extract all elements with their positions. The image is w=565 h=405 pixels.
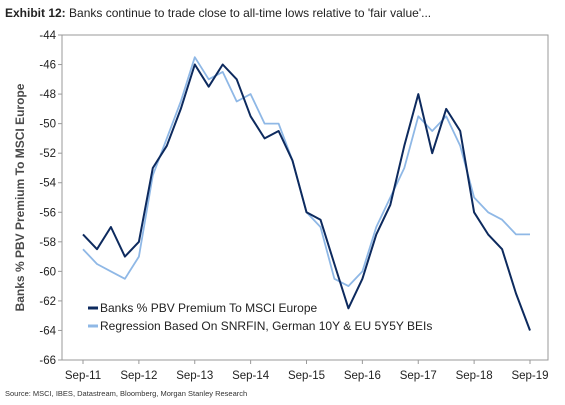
series-line-regression (82, 56, 530, 287)
y-tick-label: -48 (39, 89, 56, 101)
y-tick-label: -66 (39, 355, 56, 367)
x-tick-label: Sep-14 (232, 370, 270, 382)
x-tick-label: Sep-11 (65, 370, 101, 382)
chart-title: Exhibit 12: Banks continue to trade clos… (5, 6, 431, 20)
legend-label-banks-pbv: Banks % PBV Premium To MSCI Europe (100, 301, 318, 315)
legend-label-regression: Regression Based On SNRFIN, German 10Y &… (100, 319, 432, 333)
x-tick-label: Sep-13 (176, 370, 213, 382)
y-tick-label: -58 (39, 237, 56, 249)
y-tick-label: -56 (39, 207, 56, 219)
y-tick-label: -50 (39, 119, 56, 131)
x-tick-label: Sep-19 (511, 370, 548, 382)
series-line-banks-pbv (82, 63, 531, 331)
source-note: Source: MSCI, IBES, Datastream, Bloomber… (5, 389, 248, 398)
y-tick-label: -64 (39, 325, 56, 337)
y-tick-label: -54 (39, 178, 56, 190)
x-tick-label: Sep-18 (456, 370, 493, 382)
y-tick-label: -52 (39, 148, 56, 160)
y-tick-label: -44 (39, 30, 56, 42)
y-tick-label: -62 (39, 296, 56, 308)
x-tick-label: Sep-12 (120, 370, 157, 382)
title-text: Banks continue to trade close to all-tim… (69, 6, 432, 20)
plot-frame (61, 34, 549, 361)
x-tick-label: Sep-16 (344, 370, 381, 382)
x-tick-label: Sep-15 (288, 370, 325, 382)
x-tick-label: Sep-17 (400, 370, 437, 382)
y-tick-label: -46 (39, 60, 56, 72)
y-tick-label: -60 (39, 266, 56, 278)
exhibit-label: Exhibit 12: (5, 6, 66, 20)
y-axis-label: Banks % PBV Premium To MSCI Europe (13, 83, 27, 311)
